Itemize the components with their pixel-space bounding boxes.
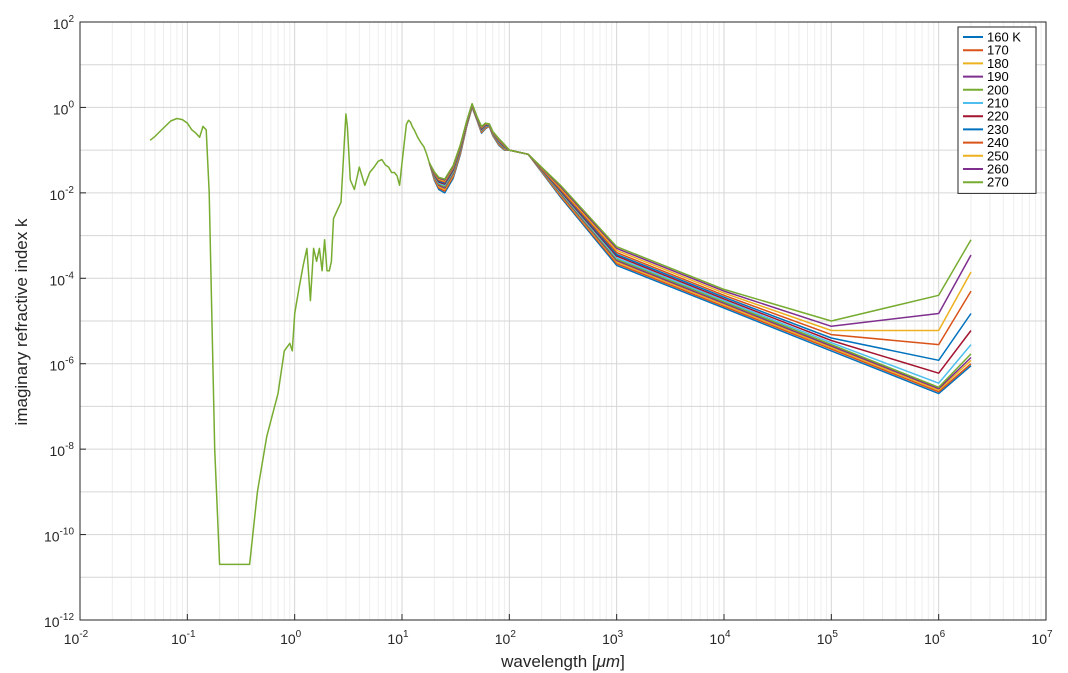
data-curves — [149, 102, 972, 566]
x-tick-label: 101 — [387, 629, 409, 647]
x-tick-base: 10 — [709, 631, 725, 647]
y-tick-exp: -12 — [60, 612, 75, 623]
x-axis-label: wavelength [μm] — [500, 652, 625, 671]
y-tick-label: 10-10 — [44, 527, 74, 545]
y-tick-exp: -10 — [60, 527, 75, 538]
y-tick-exp: 0 — [68, 99, 74, 110]
legend-label: 250 — [987, 148, 1009, 163]
y-axis-label: imaginary refractive index k — [12, 218, 31, 425]
legend-label: 160 K — [987, 30, 1021, 45]
y-tick-exp: 2 — [68, 14, 74, 25]
y-tick-base: 10 — [50, 443, 66, 459]
x-tick-label: 103 — [602, 629, 624, 647]
y-tick-label: 10-2 — [50, 185, 75, 203]
y-tick-base: 10 — [50, 358, 66, 374]
legend-label: 260 — [987, 162, 1009, 177]
x-tick-exp: -1 — [187, 629, 196, 640]
y-tick-exp: -2 — [65, 185, 74, 196]
x-tick-exp: 7 — [1047, 629, 1053, 640]
x-tick-label: 104 — [709, 629, 731, 647]
y-tick-exp: -4 — [65, 270, 74, 281]
x-tick-base: 10 — [280, 631, 296, 647]
x-tick-label: 100 — [280, 629, 302, 647]
plot-frame — [79, 21, 1047, 621]
x-axis-ticks: 10-2 10-1 100 101 102 103 104 105 106 107 — [64, 614, 1053, 647]
x-tick-base: 10 — [1031, 631, 1047, 647]
x-tick-exp: -2 — [79, 629, 88, 640]
x-tick-exp: 0 — [296, 629, 302, 640]
legend-label: 170 — [987, 43, 1009, 58]
legend-label: 180 — [987, 56, 1009, 71]
x-tick-base: 10 — [171, 631, 187, 647]
x-tick-base: 10 — [817, 631, 833, 647]
x-tick-base: 10 — [602, 631, 618, 647]
x-tick-exp: 6 — [940, 629, 946, 640]
y-tick-exp: -8 — [65, 441, 74, 452]
y-tick-base: 10 — [50, 187, 66, 203]
x-tick-base: 10 — [387, 631, 403, 647]
x-tick-base: 10 — [64, 631, 80, 647]
legend-label: 200 — [987, 82, 1009, 97]
y-tick-label: 10-12 — [44, 612, 74, 630]
legend-label: 190 — [987, 69, 1009, 84]
legend-label: 270 — [987, 175, 1009, 190]
common-curve — [149, 113, 431, 566]
x-tick-label: 106 — [924, 629, 946, 647]
y-tick-base: 10 — [53, 16, 69, 32]
x-tick-exp: 1 — [403, 629, 409, 640]
x-tick-label: 107 — [1031, 629, 1053, 647]
x-tick-exp: 2 — [510, 629, 516, 640]
x-tick-label: 102 — [495, 629, 517, 647]
legend-label: 210 — [987, 96, 1009, 111]
x-tick-base: 10 — [924, 631, 940, 647]
y-tick-label: 10-8 — [50, 441, 75, 459]
legend-label: 240 — [987, 135, 1009, 150]
legend-label: 220 — [987, 109, 1009, 124]
y-tick-label: 10-4 — [50, 270, 75, 288]
legend-box — [957, 26, 1037, 194]
y-tick-base: 10 — [50, 272, 66, 288]
y-tick-base: 10 — [53, 101, 69, 117]
y-tick-base: 10 — [44, 614, 60, 630]
x-tick-exp: 3 — [618, 629, 624, 640]
y-tick-label: 102 — [53, 14, 75, 32]
series-line-12 — [428, 102, 972, 322]
x-tick-label: 10-1 — [171, 629, 196, 647]
y-tick-base: 10 — [44, 529, 60, 545]
y-tick-label: 10-6 — [50, 356, 75, 374]
x-tick-label: 10-2 — [64, 629, 89, 647]
legend-label: 230 — [987, 122, 1009, 137]
y-tick-exp: -6 — [65, 356, 74, 367]
y-tick-label: 100 — [53, 99, 75, 117]
x-tick-exp: 5 — [832, 629, 838, 640]
x-tick-base: 10 — [495, 631, 511, 647]
x-tick-label: 105 — [817, 629, 839, 647]
x-tick-exp: 4 — [725, 629, 731, 640]
